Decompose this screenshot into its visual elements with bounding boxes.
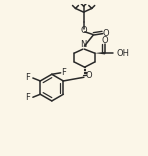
Text: O: O (85, 71, 92, 80)
Text: O: O (102, 36, 108, 45)
Text: F: F (62, 68, 66, 77)
Text: O: O (80, 26, 87, 35)
Text: N: N (80, 40, 86, 49)
Text: OH: OH (117, 49, 130, 58)
Text: F: F (25, 73, 30, 83)
Text: F: F (25, 93, 30, 102)
Text: O: O (103, 29, 109, 38)
Polygon shape (95, 52, 105, 54)
